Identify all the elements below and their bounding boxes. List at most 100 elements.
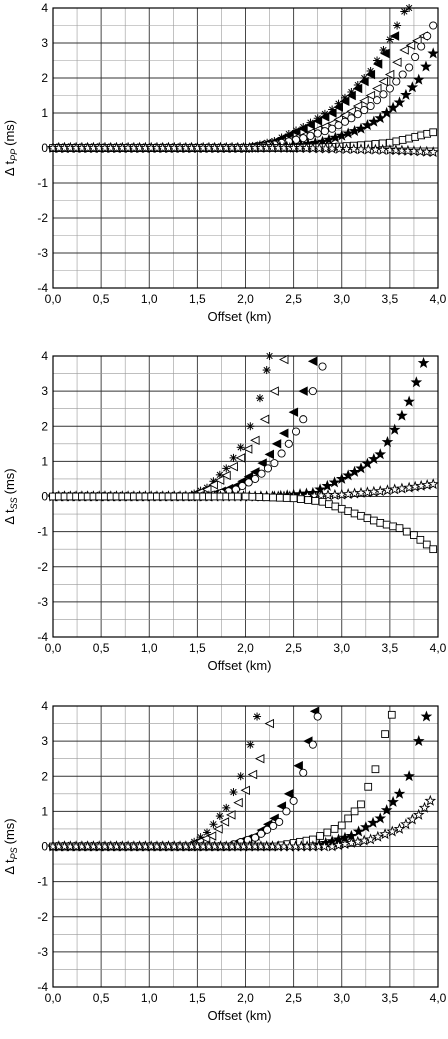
data-point xyxy=(334,121,343,130)
data-point xyxy=(328,476,341,488)
data-point xyxy=(427,478,439,490)
series-star-open xyxy=(47,794,437,852)
data-point xyxy=(372,830,384,842)
data-point xyxy=(264,718,275,729)
y-tick-label: 4 xyxy=(41,349,48,363)
data-point xyxy=(275,817,284,826)
data-point xyxy=(424,794,437,806)
data-point xyxy=(352,825,365,837)
data-point xyxy=(363,514,372,523)
y-tick-label: 0 xyxy=(41,490,48,504)
data-point xyxy=(337,504,346,513)
y-axis-label-subscript: PS xyxy=(9,847,19,859)
data-point xyxy=(368,115,380,127)
data-point xyxy=(416,535,425,544)
data-point xyxy=(306,131,315,140)
data-point xyxy=(372,96,382,105)
data-point xyxy=(257,458,267,468)
data-point xyxy=(340,117,350,126)
x-tick-label: 0,5 xyxy=(93,991,110,1005)
data-point xyxy=(427,47,439,59)
data-point xyxy=(215,812,224,821)
data-point xyxy=(348,124,361,137)
x-tick-label: 2,0 xyxy=(237,641,254,655)
data-point xyxy=(372,59,383,69)
data-point xyxy=(251,474,260,483)
data-point xyxy=(271,439,282,449)
data-point xyxy=(357,800,365,809)
x-tick-label: 2,5 xyxy=(285,641,302,655)
y-tick-label: -4 xyxy=(37,630,48,644)
data-point xyxy=(418,801,431,813)
data-point xyxy=(314,483,326,495)
chart-panel-2: 0,0 0,5 1,0 1,5 2,0 2,5 3,0 3,5 4,0 4 3 2 1 0 -1 -2 -3 -4… xyxy=(2,349,447,673)
data-point xyxy=(209,820,218,829)
data-point xyxy=(429,21,438,30)
y-axis-label-unit: (ms) xyxy=(2,120,17,146)
data-point xyxy=(372,83,382,94)
data-point xyxy=(269,493,277,502)
data-point xyxy=(276,493,284,502)
x-tick-label: 3,0 xyxy=(333,292,350,306)
data-point xyxy=(318,362,327,371)
chart-panel-1: 0,0 0,5 1,0 1,5 2,0 2,5 3,0 3,5 4,0 4 3 2 1 0 -1 -2 -3 -4… xyxy=(2,1,447,324)
y-axis-label: Δ tPP (ms) xyxy=(2,120,19,176)
y-axis-label-main: Δ t xyxy=(2,509,17,525)
y-tick-label: 4 xyxy=(41,699,48,713)
data-point xyxy=(335,129,348,141)
data-point xyxy=(283,789,294,799)
data-point xyxy=(353,110,362,119)
data-point xyxy=(411,52,420,62)
data-point xyxy=(417,42,426,51)
y-tick-label: 2 xyxy=(41,419,48,433)
x-tick-label: 1,5 xyxy=(189,991,206,1005)
data-point xyxy=(378,76,388,87)
y-tick-label: 3 xyxy=(41,734,48,748)
y-axis-label: Δ tPS (ms) xyxy=(2,818,19,874)
data-points xyxy=(47,352,439,554)
data-point xyxy=(412,73,425,85)
data-point xyxy=(398,70,407,79)
x-tick-label: 4,0 xyxy=(430,991,447,1005)
data-point xyxy=(365,90,376,101)
x-tick-label: 1,0 xyxy=(141,292,158,306)
data-point xyxy=(335,472,348,484)
data-point xyxy=(320,127,329,136)
y-tick-label: 2 xyxy=(41,769,48,783)
data-point xyxy=(388,423,401,435)
data-point xyxy=(219,817,230,827)
data-point xyxy=(410,376,423,388)
data-point xyxy=(371,765,380,774)
y-tick-label: -3 xyxy=(37,246,48,260)
data-point xyxy=(233,492,242,501)
data-point xyxy=(247,769,258,780)
data-point xyxy=(376,518,385,527)
data-point xyxy=(244,478,253,487)
data-point xyxy=(393,787,406,799)
data-point xyxy=(398,136,407,144)
data-point xyxy=(305,120,315,130)
data-point xyxy=(392,57,402,67)
x-tick-label: 2,0 xyxy=(237,991,254,1005)
data-point xyxy=(308,387,317,396)
data-point xyxy=(312,116,323,126)
data-point xyxy=(269,386,279,396)
data-point xyxy=(296,495,305,503)
data-point xyxy=(347,114,356,123)
y-tick-label: 4 xyxy=(41,1,48,15)
data-point xyxy=(257,469,266,478)
data-point xyxy=(369,516,378,525)
y-axis-label-main: Δ t xyxy=(2,161,17,177)
data-point xyxy=(262,366,271,375)
data-point xyxy=(263,464,273,473)
data-point xyxy=(337,821,346,830)
data-point xyxy=(422,540,431,549)
data-point xyxy=(387,710,396,719)
x-tick-label: 3,5 xyxy=(382,641,399,655)
x-tick-label: 1,5 xyxy=(189,292,206,306)
data-point xyxy=(327,108,337,118)
data-points xyxy=(47,706,437,852)
data-point xyxy=(277,449,286,458)
data-point xyxy=(344,814,353,823)
